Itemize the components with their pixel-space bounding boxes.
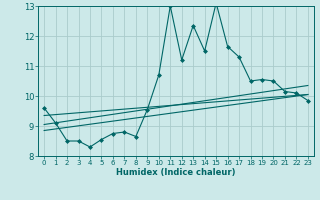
X-axis label: Humidex (Indice chaleur): Humidex (Indice chaleur) xyxy=(116,168,236,177)
